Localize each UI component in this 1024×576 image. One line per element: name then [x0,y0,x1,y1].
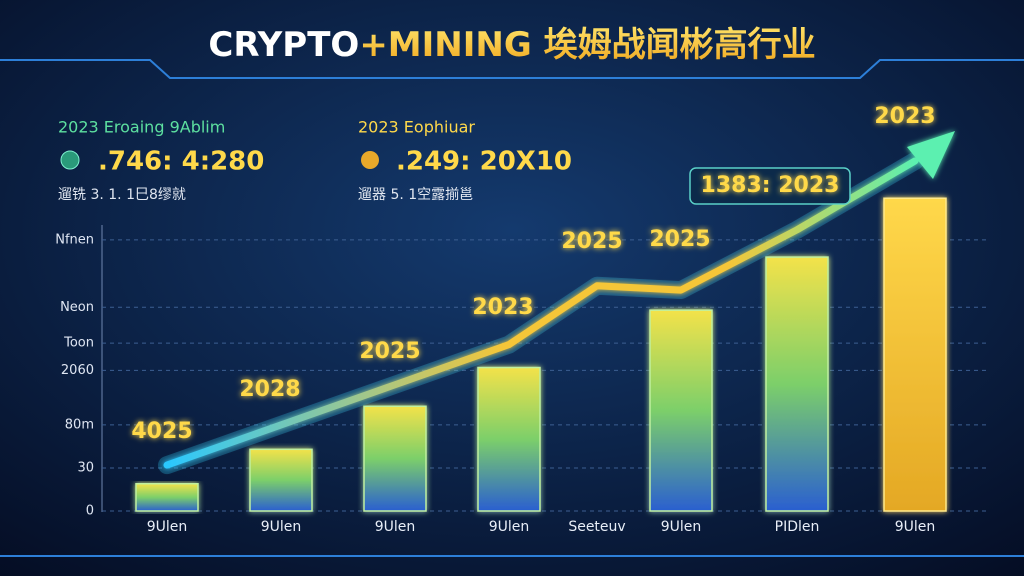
chart-title: CRYPTO+MINING 埃姆战闻彬高行业 [208,25,815,65]
panel-heading: 2023 Eophiuar [358,118,475,137]
x-tick-label: 9Ulen [147,519,188,535]
x-tick-label: 9Ulen [261,519,302,535]
y-tick-label: 80m [65,417,94,432]
y-tick-label: Neon [60,300,94,315]
annotation: 2025 [561,229,622,254]
annotation-box [689,167,851,205]
panel-value: .746: 4:280 [98,147,264,177]
icon [60,150,80,170]
panel-note: 遛器 5. 1空露揃邕 [358,187,473,203]
bar [249,448,313,512]
y-tick-label: Toon [63,336,94,351]
x-tick-label: PIDlen [775,519,820,535]
annotation: 2023 [472,295,533,320]
x-tick-label: 9Ulen [489,519,530,535]
bar [363,405,427,512]
annotation: 2025 [359,339,420,364]
bar [135,482,199,512]
x-tick-label: 9Ulen [375,519,416,535]
icon [361,151,379,169]
frame-line [0,59,1024,79]
y-tick-label: 30 [77,460,94,475]
x-tick-label: 9Ulen [661,519,702,535]
panel-note: 遛铣 3. 1. 1巳8缪就 [58,187,186,203]
annotation: 2028 [239,377,300,402]
annotation: 4025 [131,419,192,444]
panel-value: .249: 20X10 [396,147,572,177]
panel-heading: 2023 Eroaing 9Ablim [58,118,225,137]
arrow-head [907,130,955,179]
panel: 2023 Eophiuar .249: 20X10 遛器 5. 1空露揃邕 [358,118,572,204]
x-tick-label: 9Ulen [895,519,936,535]
annotation: 2025 [649,227,710,252]
x-tick-label: Seeteuv [568,519,625,535]
bar [883,197,947,512]
panel: 2023 Eroaing 9Ablim .746: 4:280 遛铣 3. 1.… [58,118,264,204]
y-tick-label: Nfnen [55,232,94,247]
annotation: 2023 [874,104,935,129]
annotation: 1383: 2023 [701,173,840,198]
bar [765,256,829,512]
trend-line [163,157,919,469]
y-tick-label: 2060 [61,363,94,378]
bar [649,309,713,512]
bar [477,366,541,512]
y-tick-label: 0 [86,504,94,519]
